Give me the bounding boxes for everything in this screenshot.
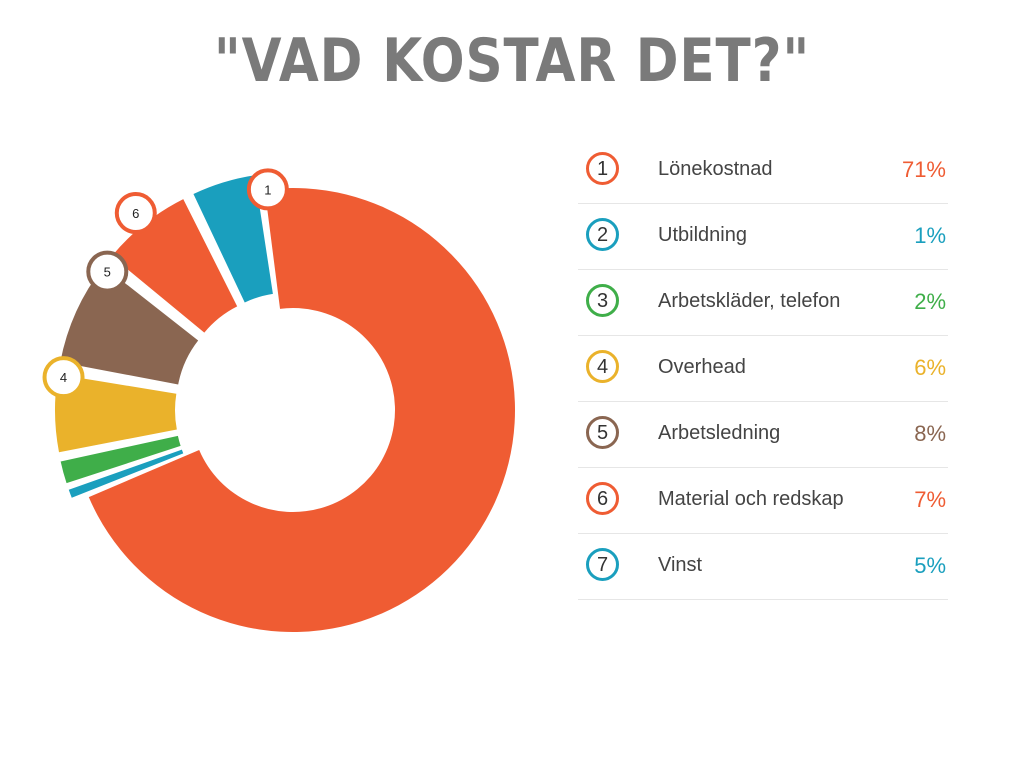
legend-row-6: 6 Material och redskap 7% <box>578 468 948 534</box>
legend-row-7: 7 Vinst 5% <box>578 534 948 600</box>
legend-marker-3: 3 <box>586 284 619 317</box>
legend-row-1: 1 Lönekostnad 71% <box>578 138 948 204</box>
legend-value-3: 2% <box>914 289 946 314</box>
legend-marker-4: 4 <box>586 350 619 383</box>
legend: 1 Lönekostnad 71% 2 Utbildning 1% 3 Arbe… <box>578 138 948 600</box>
legend-marker-1: 1 <box>586 152 619 185</box>
legend-value-7: 5% <box>914 553 946 578</box>
legend-row-4: 4 Overhead 6% <box>578 336 948 402</box>
chart-marker-label-6: 6 <box>132 206 139 221</box>
donut-slice-2 <box>68 449 184 498</box>
legend-row-3: 3 Arbetskläder, telefon 2% <box>578 270 948 336</box>
legend-label-1: Lönekostnad <box>658 158 773 180</box>
legend-label-5: Arbetsledning <box>658 422 781 444</box>
chart-marker-label-4: 4 <box>60 370 67 385</box>
legend-value-6: 7% <box>914 487 946 512</box>
chart-marker-6: 6 <box>114 192 157 235</box>
legend-label-4: Overhead <box>658 356 746 378</box>
chart-marker-1: 1 <box>246 168 289 211</box>
donut-slice-1 <box>88 188 515 633</box>
legend-value-4: 6% <box>914 355 946 380</box>
chart-marker-label-5: 5 <box>104 265 111 280</box>
legend-value-2: 1% <box>914 223 946 248</box>
legend-label-7: Vinst <box>658 554 703 576</box>
legend-marker-2: 2 <box>586 218 619 251</box>
chart-marker-label-1: 1 <box>264 182 271 197</box>
legend-row-2: 2 Utbildning 1% <box>578 204 948 270</box>
donut-slice-5 <box>60 266 199 385</box>
page-title: "VAD KOSTAR DET?" <box>213 26 811 96</box>
legend-label-6: Material och redskap <box>658 488 844 510</box>
donut-chart: 1 4 5 6 <box>42 168 515 633</box>
legend-value-1: 71% <box>901 157 946 182</box>
legend-value-5: 8% <box>914 421 946 446</box>
donut-slice-4 <box>55 374 177 453</box>
legend-marker-7: 7 <box>586 548 619 581</box>
legend-marker-5: 5 <box>586 416 619 449</box>
legend-label-2: Utbildning <box>658 224 747 246</box>
chart-marker-4: 4 <box>42 356 85 399</box>
donut-slice-7 <box>193 175 273 303</box>
legend-marker-6: 6 <box>586 482 619 515</box>
donut-slice-3 <box>60 435 181 484</box>
legend-row-5: 5 Arbetsledning 8% <box>578 402 948 468</box>
legend-label-3: Arbetskläder, telefon <box>658 290 841 312</box>
chart-marker-5: 5 <box>86 250 129 293</box>
